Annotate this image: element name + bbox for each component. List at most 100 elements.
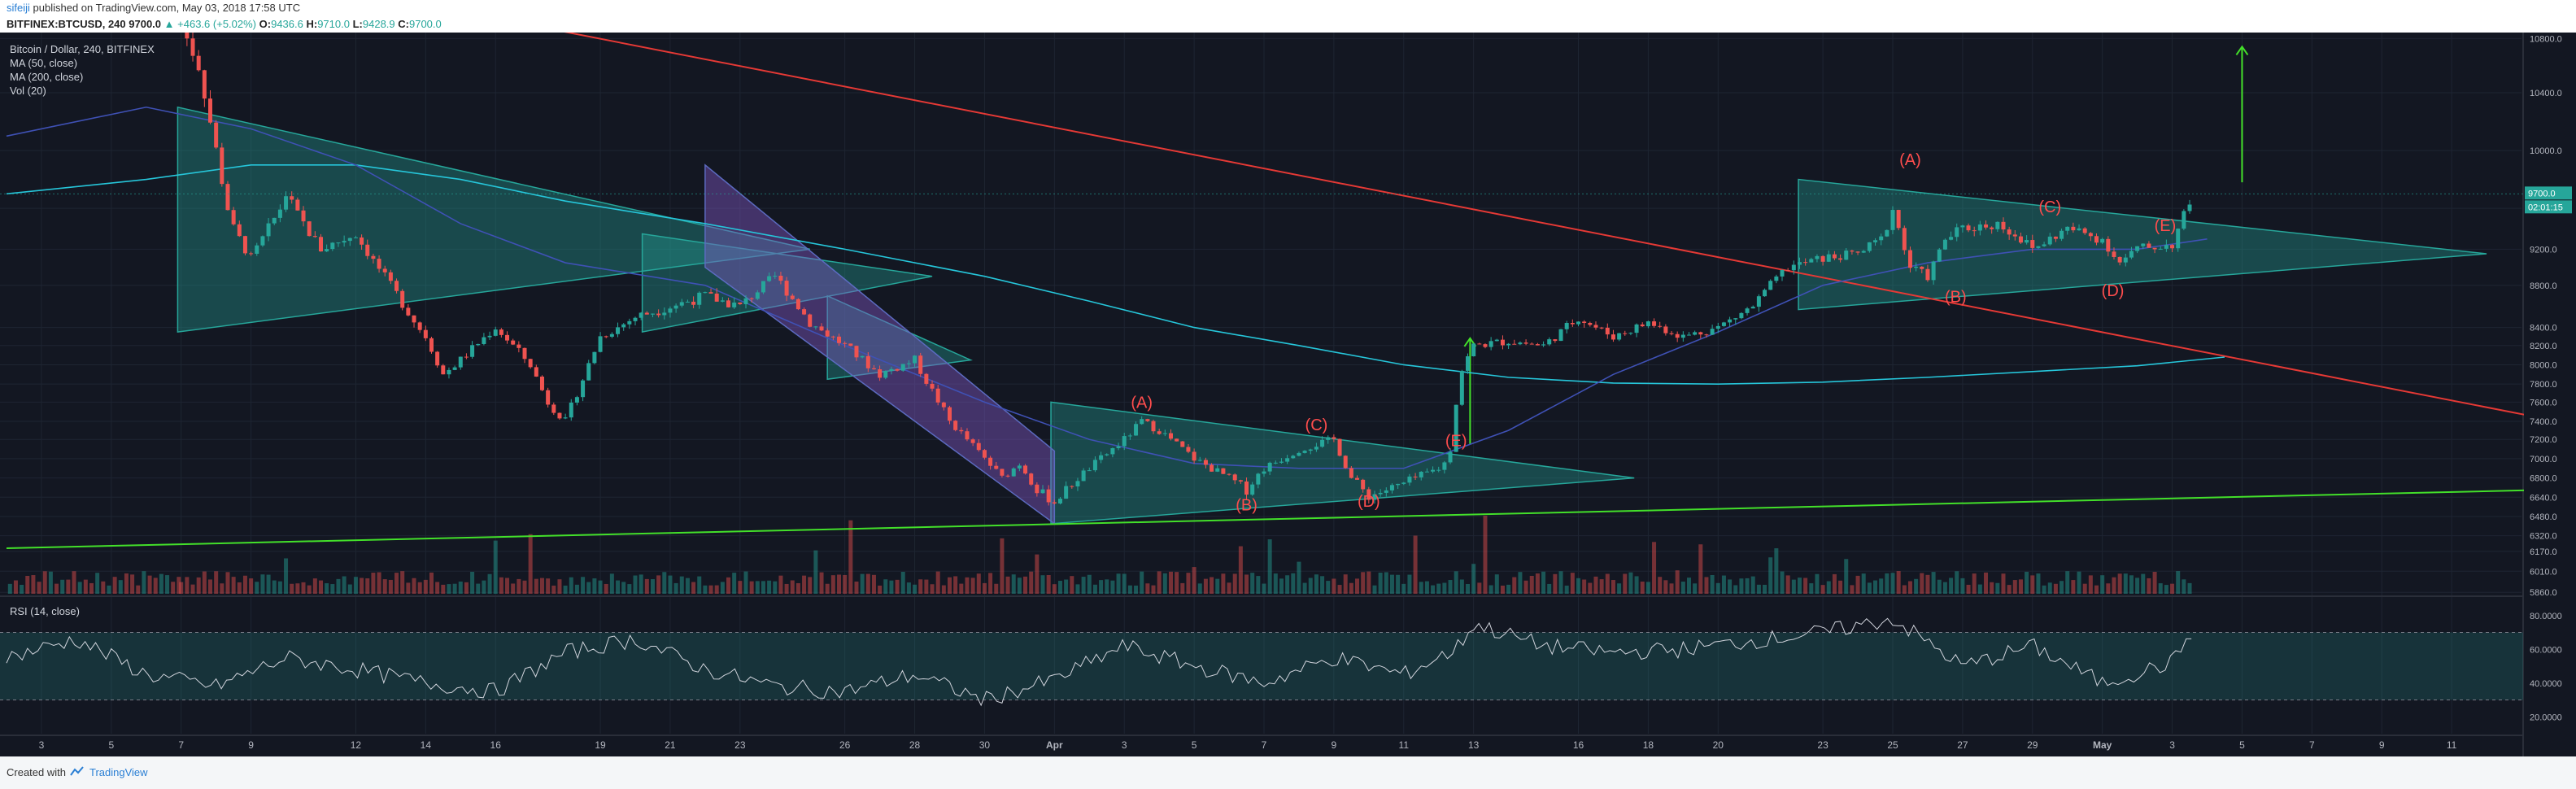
volume-bar <box>581 577 586 594</box>
price-tick-label: 7600.0 <box>2530 398 2557 408</box>
candle-body <box>930 383 935 389</box>
candle-body <box>795 299 800 310</box>
candle-body <box>1844 251 1849 260</box>
volume-bar <box>1332 578 1336 594</box>
volume-bar <box>1110 580 1115 594</box>
candle-body <box>1343 456 1348 469</box>
volume-bar <box>290 583 294 594</box>
candle-body <box>1203 460 1208 465</box>
volume-bar <box>1105 579 1109 594</box>
candle-body <box>656 313 661 316</box>
candle-body <box>1879 236 1884 241</box>
volume-bars <box>7 516 2192 594</box>
legend-title[interactable]: Bitcoin / Dollar, 240, BITFINEX <box>10 43 155 55</box>
candle-body <box>412 315 416 323</box>
tradingview-link[interactable]: TradingView <box>89 766 148 778</box>
volume-bar <box>1168 571 1173 594</box>
volume-bar <box>1500 585 1505 594</box>
time-tick-label: 9 <box>248 739 254 751</box>
price-chart[interactable]: (A)(B)(C)(D)(E)(A)(B)(C)(D)(E) 10800.010… <box>0 33 2576 756</box>
volume-bar <box>2152 571 2157 594</box>
volume-bar <box>1005 576 1010 594</box>
volume-bar <box>89 582 94 594</box>
volume-bar <box>377 572 381 594</box>
volume-bar <box>1547 583 1552 594</box>
candle-body <box>2077 228 2081 231</box>
volume-bar <box>1244 574 1249 594</box>
legend-ma200[interactable]: MA (200, close) <box>10 71 84 83</box>
candle-body <box>1180 441 1185 447</box>
candle-body <box>1105 454 1109 456</box>
price-axis-bg <box>2524 33 2576 756</box>
candle-body <box>732 302 737 307</box>
candle-body <box>493 329 498 336</box>
volume-bar <box>935 571 940 594</box>
legend-ma50[interactable]: MA (50, close) <box>10 57 78 69</box>
time-tick-label: 11 <box>2447 739 2457 751</box>
candle-body <box>1035 484 1040 494</box>
volume-bar <box>2135 578 2140 594</box>
candle-body <box>1349 468 1353 478</box>
volume-bar <box>1140 571 1144 594</box>
volume-bar <box>220 583 224 594</box>
volume-bar <box>2077 571 2081 594</box>
time-tick-label: 7 <box>178 739 184 751</box>
volume-bar <box>976 573 981 594</box>
volume-bar <box>1378 573 1383 594</box>
volume-bar <box>1803 578 1808 594</box>
volume-bar <box>1763 584 1767 594</box>
candle-body <box>848 343 853 347</box>
volume-bar <box>1070 576 1074 594</box>
candle-body <box>1092 460 1097 471</box>
candle-body <box>388 272 393 281</box>
candle-body <box>854 346 859 358</box>
volume-bar <box>1489 585 1493 594</box>
candle-body <box>1797 262 1802 265</box>
volume-bar <box>208 579 213 594</box>
volume-bar <box>1250 573 1255 594</box>
candle-body <box>1389 485 1394 490</box>
candle-body <box>551 404 556 413</box>
legend-vol[interactable]: Vol (20) <box>10 85 46 97</box>
volume-bar <box>2158 583 2163 594</box>
volume-bar <box>1675 570 1680 594</box>
rsi-legend[interactable]: RSI (14, close) <box>10 605 80 617</box>
volume-bar <box>2123 573 2128 594</box>
volume-bar <box>1879 578 1884 594</box>
candle-body <box>2065 226 2070 231</box>
author-link[interactable]: sifeiji <box>7 2 30 14</box>
volume-bar <box>1756 584 1761 594</box>
volume-bar <box>673 582 678 594</box>
time-tick-label: May <box>2093 739 2112 751</box>
volume-bar <box>982 582 987 594</box>
candle-body <box>1984 224 1989 228</box>
candle-body <box>1489 341 1493 347</box>
volume-bar <box>112 577 117 594</box>
candle-body <box>668 308 673 313</box>
candle-body <box>621 324 626 328</box>
volume-bar <box>743 571 748 594</box>
candle-body <box>1145 419 1150 421</box>
candle-body <box>522 347 527 360</box>
candle-body <box>1140 419 1144 425</box>
price-tick-label: 10000.0 <box>2530 146 2562 156</box>
volume-bar <box>237 582 242 594</box>
candle-body <box>1914 266 1919 268</box>
volume-bar <box>1955 571 1959 594</box>
symbol-label[interactable]: BITFINEX:BTCUSD, 240 <box>7 18 126 30</box>
candle-body <box>953 421 958 430</box>
volume-bar <box>767 580 772 594</box>
volume-bar <box>2182 579 2186 594</box>
time-tick-label: 7 <box>1262 739 1267 751</box>
candle-body <box>470 345 475 357</box>
volume-bar <box>546 578 551 594</box>
volume-bar <box>1768 557 1773 594</box>
volume-bar <box>1075 584 1080 594</box>
volume-bar <box>1186 573 1191 594</box>
volume-bar <box>1710 574 1715 594</box>
candle-body <box>1977 224 1982 231</box>
candle-body <box>708 292 713 294</box>
candle-body <box>662 312 667 316</box>
volume-bar <box>1017 578 1022 594</box>
candle-body <box>900 364 905 371</box>
